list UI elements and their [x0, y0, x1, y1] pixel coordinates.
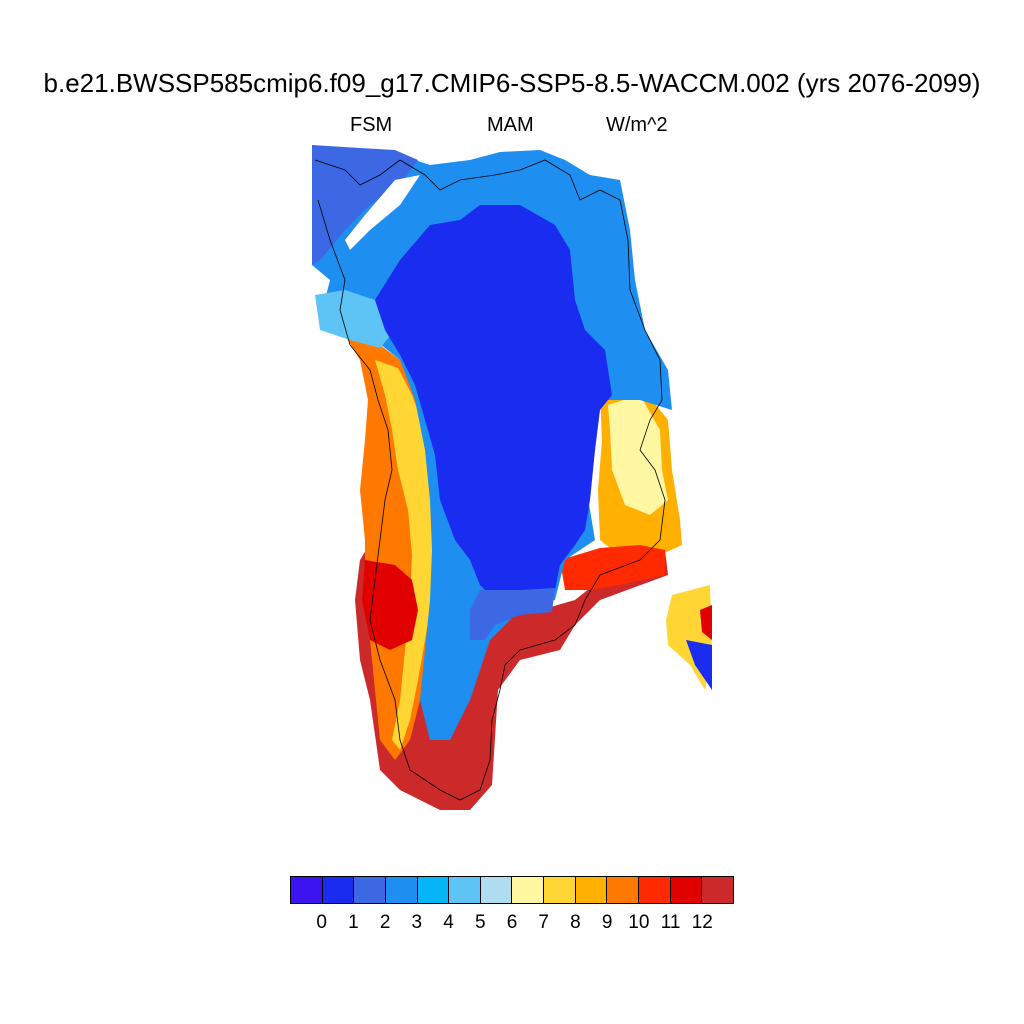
- plot-title: b.e21.BWSSP585cmip6.f09_g17.CMIP6-SSP5-8…: [43, 68, 981, 98]
- colorbar-tick-label: 9: [601, 912, 613, 933]
- map-region-interior-lower: [470, 588, 555, 640]
- map-region-northern-light: [315, 290, 395, 348]
- colorbar-tick-label: 2: [379, 912, 391, 933]
- season-label: MAM: [487, 114, 534, 136]
- map-region-iceland-blue: [686, 640, 712, 690]
- map-region-ice-sheet-interior: [375, 205, 612, 600]
- colorbar-tick-label: 8: [570, 912, 581, 933]
- colorbar-swatch: [670, 877, 703, 903]
- colorbar-swatch: [354, 877, 386, 903]
- map-region-west-yellow: [375, 360, 440, 750]
- colorbar-swatch: [607, 877, 640, 903]
- colorbar-swatch: [291, 877, 323, 903]
- map-region-southeastern-coast: [560, 545, 665, 590]
- colorbar-tick-label: 5: [474, 912, 486, 933]
- colorbar-tick-label: 7: [538, 912, 549, 933]
- map-region-west-red: [362, 560, 418, 650]
- colorbar-labels: 0 1 2 3 4 5 6 7 8 9 10 11 12: [290, 912, 734, 936]
- colorbar: [290, 876, 734, 904]
- colorbar-swatch: [449, 877, 481, 903]
- colorbar-swatch: [575, 877, 608, 903]
- colorbar-tick-label: 1: [348, 912, 359, 933]
- colorbar-swatch: [480, 877, 513, 903]
- colorbar-tick-label: 3: [411, 912, 423, 933]
- colorbar-swatch: [385, 877, 418, 903]
- colorbar-swatch: [702, 877, 733, 903]
- map-region-iceland-red: [700, 605, 712, 640]
- colorbar-tick-label: 12: [691, 912, 713, 933]
- colorbar-swatch: [322, 877, 355, 903]
- colorbar-tick-label: 11: [660, 912, 681, 933]
- variable-label: FSM: [350, 114, 393, 136]
- map-region-eastern-yellow: [608, 395, 668, 515]
- colorbar-tick-label: 6: [506, 912, 518, 933]
- map-region-northwest-blue: [312, 145, 418, 265]
- colorbar-tick-label: 10: [628, 912, 650, 933]
- coastline: [314, 159, 666, 801]
- colorbar-tick-label: 4: [443, 912, 454, 933]
- map-region-northwest-gap: [345, 175, 420, 250]
- colorbar-swatch: [544, 877, 576, 903]
- colorbar-swatch: [639, 877, 671, 903]
- colorbar-swatch: [417, 877, 450, 903]
- colorbar-tick-label: 0: [316, 912, 327, 933]
- units-label: W/m^2: [606, 114, 668, 136]
- colorbar-swatch: [512, 877, 545, 903]
